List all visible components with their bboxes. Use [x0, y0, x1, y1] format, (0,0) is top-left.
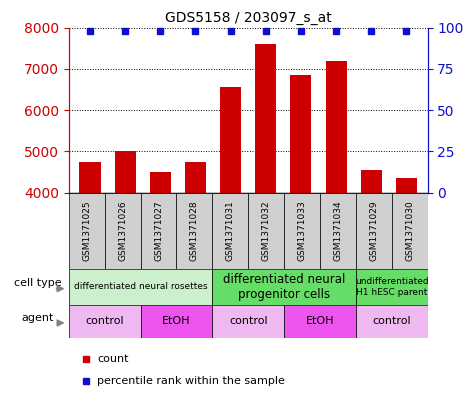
Bar: [212, 305, 284, 338]
Bar: [284, 305, 356, 338]
Bar: [79, 162, 101, 358]
Bar: [356, 269, 428, 305]
Text: GSM1371026: GSM1371026: [118, 200, 127, 261]
Text: count: count: [97, 354, 129, 364]
Bar: [356, 193, 392, 269]
Text: control: control: [229, 316, 267, 326]
Bar: [212, 193, 248, 269]
Bar: [220, 87, 241, 358]
Text: undifferentiated
H1 hESC parent: undifferentiated H1 hESC parent: [355, 277, 428, 297]
Bar: [69, 269, 212, 305]
Bar: [150, 172, 171, 358]
Bar: [325, 61, 347, 358]
Bar: [290, 75, 312, 358]
Bar: [69, 305, 141, 338]
Bar: [212, 269, 356, 305]
Title: GDS5158 / 203097_s_at: GDS5158 / 203097_s_at: [165, 11, 332, 25]
Text: EtOH: EtOH: [162, 316, 191, 326]
Text: control: control: [86, 316, 124, 326]
Text: EtOH: EtOH: [306, 316, 334, 326]
Text: agent: agent: [22, 313, 54, 323]
Bar: [141, 305, 212, 338]
Bar: [255, 44, 276, 358]
Text: control: control: [372, 316, 411, 326]
Text: GSM1371029: GSM1371029: [369, 200, 378, 261]
Bar: [392, 193, 428, 269]
Bar: [361, 170, 382, 358]
Bar: [248, 193, 284, 269]
Text: differentiated neural rosettes: differentiated neural rosettes: [74, 283, 208, 291]
Bar: [177, 193, 212, 269]
Bar: [284, 193, 320, 269]
Text: differentiated neural
progenitor cells: differentiated neural progenitor cells: [223, 273, 345, 301]
Bar: [69, 193, 105, 269]
Bar: [105, 193, 141, 269]
Bar: [114, 151, 136, 358]
Bar: [320, 193, 356, 269]
Text: GSM1371025: GSM1371025: [82, 200, 91, 261]
Text: GSM1371032: GSM1371032: [262, 200, 271, 261]
Bar: [141, 193, 177, 269]
Bar: [185, 162, 206, 358]
Bar: [356, 305, 428, 338]
Text: GSM1371028: GSM1371028: [190, 200, 199, 261]
Text: percentile rank within the sample: percentile rank within the sample: [97, 376, 285, 386]
Text: cell type: cell type: [14, 278, 62, 288]
Text: GSM1371027: GSM1371027: [154, 200, 163, 261]
Text: GSM1371034: GSM1371034: [333, 200, 342, 261]
Text: GSM1371033: GSM1371033: [297, 200, 306, 261]
Text: GSM1371030: GSM1371030: [405, 200, 414, 261]
Bar: [396, 178, 417, 358]
Text: GSM1371031: GSM1371031: [226, 200, 235, 261]
